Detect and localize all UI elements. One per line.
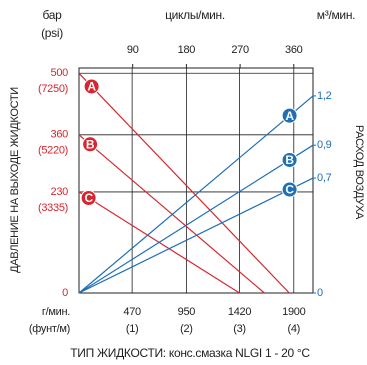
series-line (78, 72, 290, 294)
x2-tick-label: 180 (178, 44, 196, 56)
y-tick-label: 230 (51, 186, 69, 198)
y-unit: бар (42, 8, 62, 22)
series-label: C (285, 183, 294, 197)
series-label: C (84, 191, 93, 205)
y-unit-psi: (psi) (41, 26, 63, 40)
x-unit-sub: (фунт/м) (29, 323, 70, 335)
series-marker (281, 107, 298, 124)
y-tick-label: 0 (62, 287, 68, 299)
x2-tick-label: 270 (231, 44, 249, 56)
y2-tick-label: 0,9 (317, 139, 332, 151)
series-line (78, 95, 314, 294)
x-tick-sublabel: (2) (180, 323, 193, 335)
x-tick-label: 950 (178, 306, 196, 318)
x2-tick-label: 360 (285, 44, 303, 56)
y2-unit: м³/мин. (317, 8, 355, 22)
plot-frame (78, 67, 314, 294)
x-tick-label: 1900 (282, 306, 305, 318)
y2-title: РАСХОД ВОЗДУХА (353, 125, 365, 220)
series-marker (281, 181, 298, 198)
series-line (78, 177, 314, 294)
y2-tick-label: 1,2 (317, 90, 332, 102)
x-tick-sublabel: (1) (126, 323, 139, 335)
y-title: ДАВЛЕНИЕ НА ВЫХОДЕ ЖИДКОСТИ (9, 87, 21, 273)
series-label: B (86, 137, 95, 151)
series-label: A (87, 80, 96, 94)
series-marker (82, 136, 99, 153)
series-marker (80, 189, 97, 206)
y2-tick-label: 0 (317, 287, 323, 299)
series-line (78, 134, 265, 294)
series-marker (281, 151, 298, 168)
y2-tick-label: 0,7 (317, 172, 332, 184)
x-tick-sublabel: (4) (288, 323, 301, 335)
series-label: A (285, 109, 294, 123)
y-tick-label: 500 (51, 67, 69, 79)
x2-title: циклы/мин. (165, 8, 225, 22)
y-tick-psi: (3335) (38, 202, 68, 214)
series-label: B (285, 153, 294, 167)
series-marker (83, 78, 100, 95)
x-title: ТИП ЖИДКОСТИ: конс.смазка NLGI 1 - 20 °C (70, 346, 310, 360)
y-tick-psi: (5220) (38, 145, 68, 157)
x-tick-sublabel: (3) (233, 323, 246, 335)
series-line (78, 144, 314, 294)
x-unit: г/мин. (42, 306, 70, 318)
x-tick-label: 470 (123, 306, 141, 318)
y-tick-label: 360 (51, 129, 69, 141)
x2-tick-label: 90 (127, 44, 139, 56)
x-tick-label: 1420 (228, 306, 251, 318)
y-tick-psi: (7250) (38, 83, 68, 95)
